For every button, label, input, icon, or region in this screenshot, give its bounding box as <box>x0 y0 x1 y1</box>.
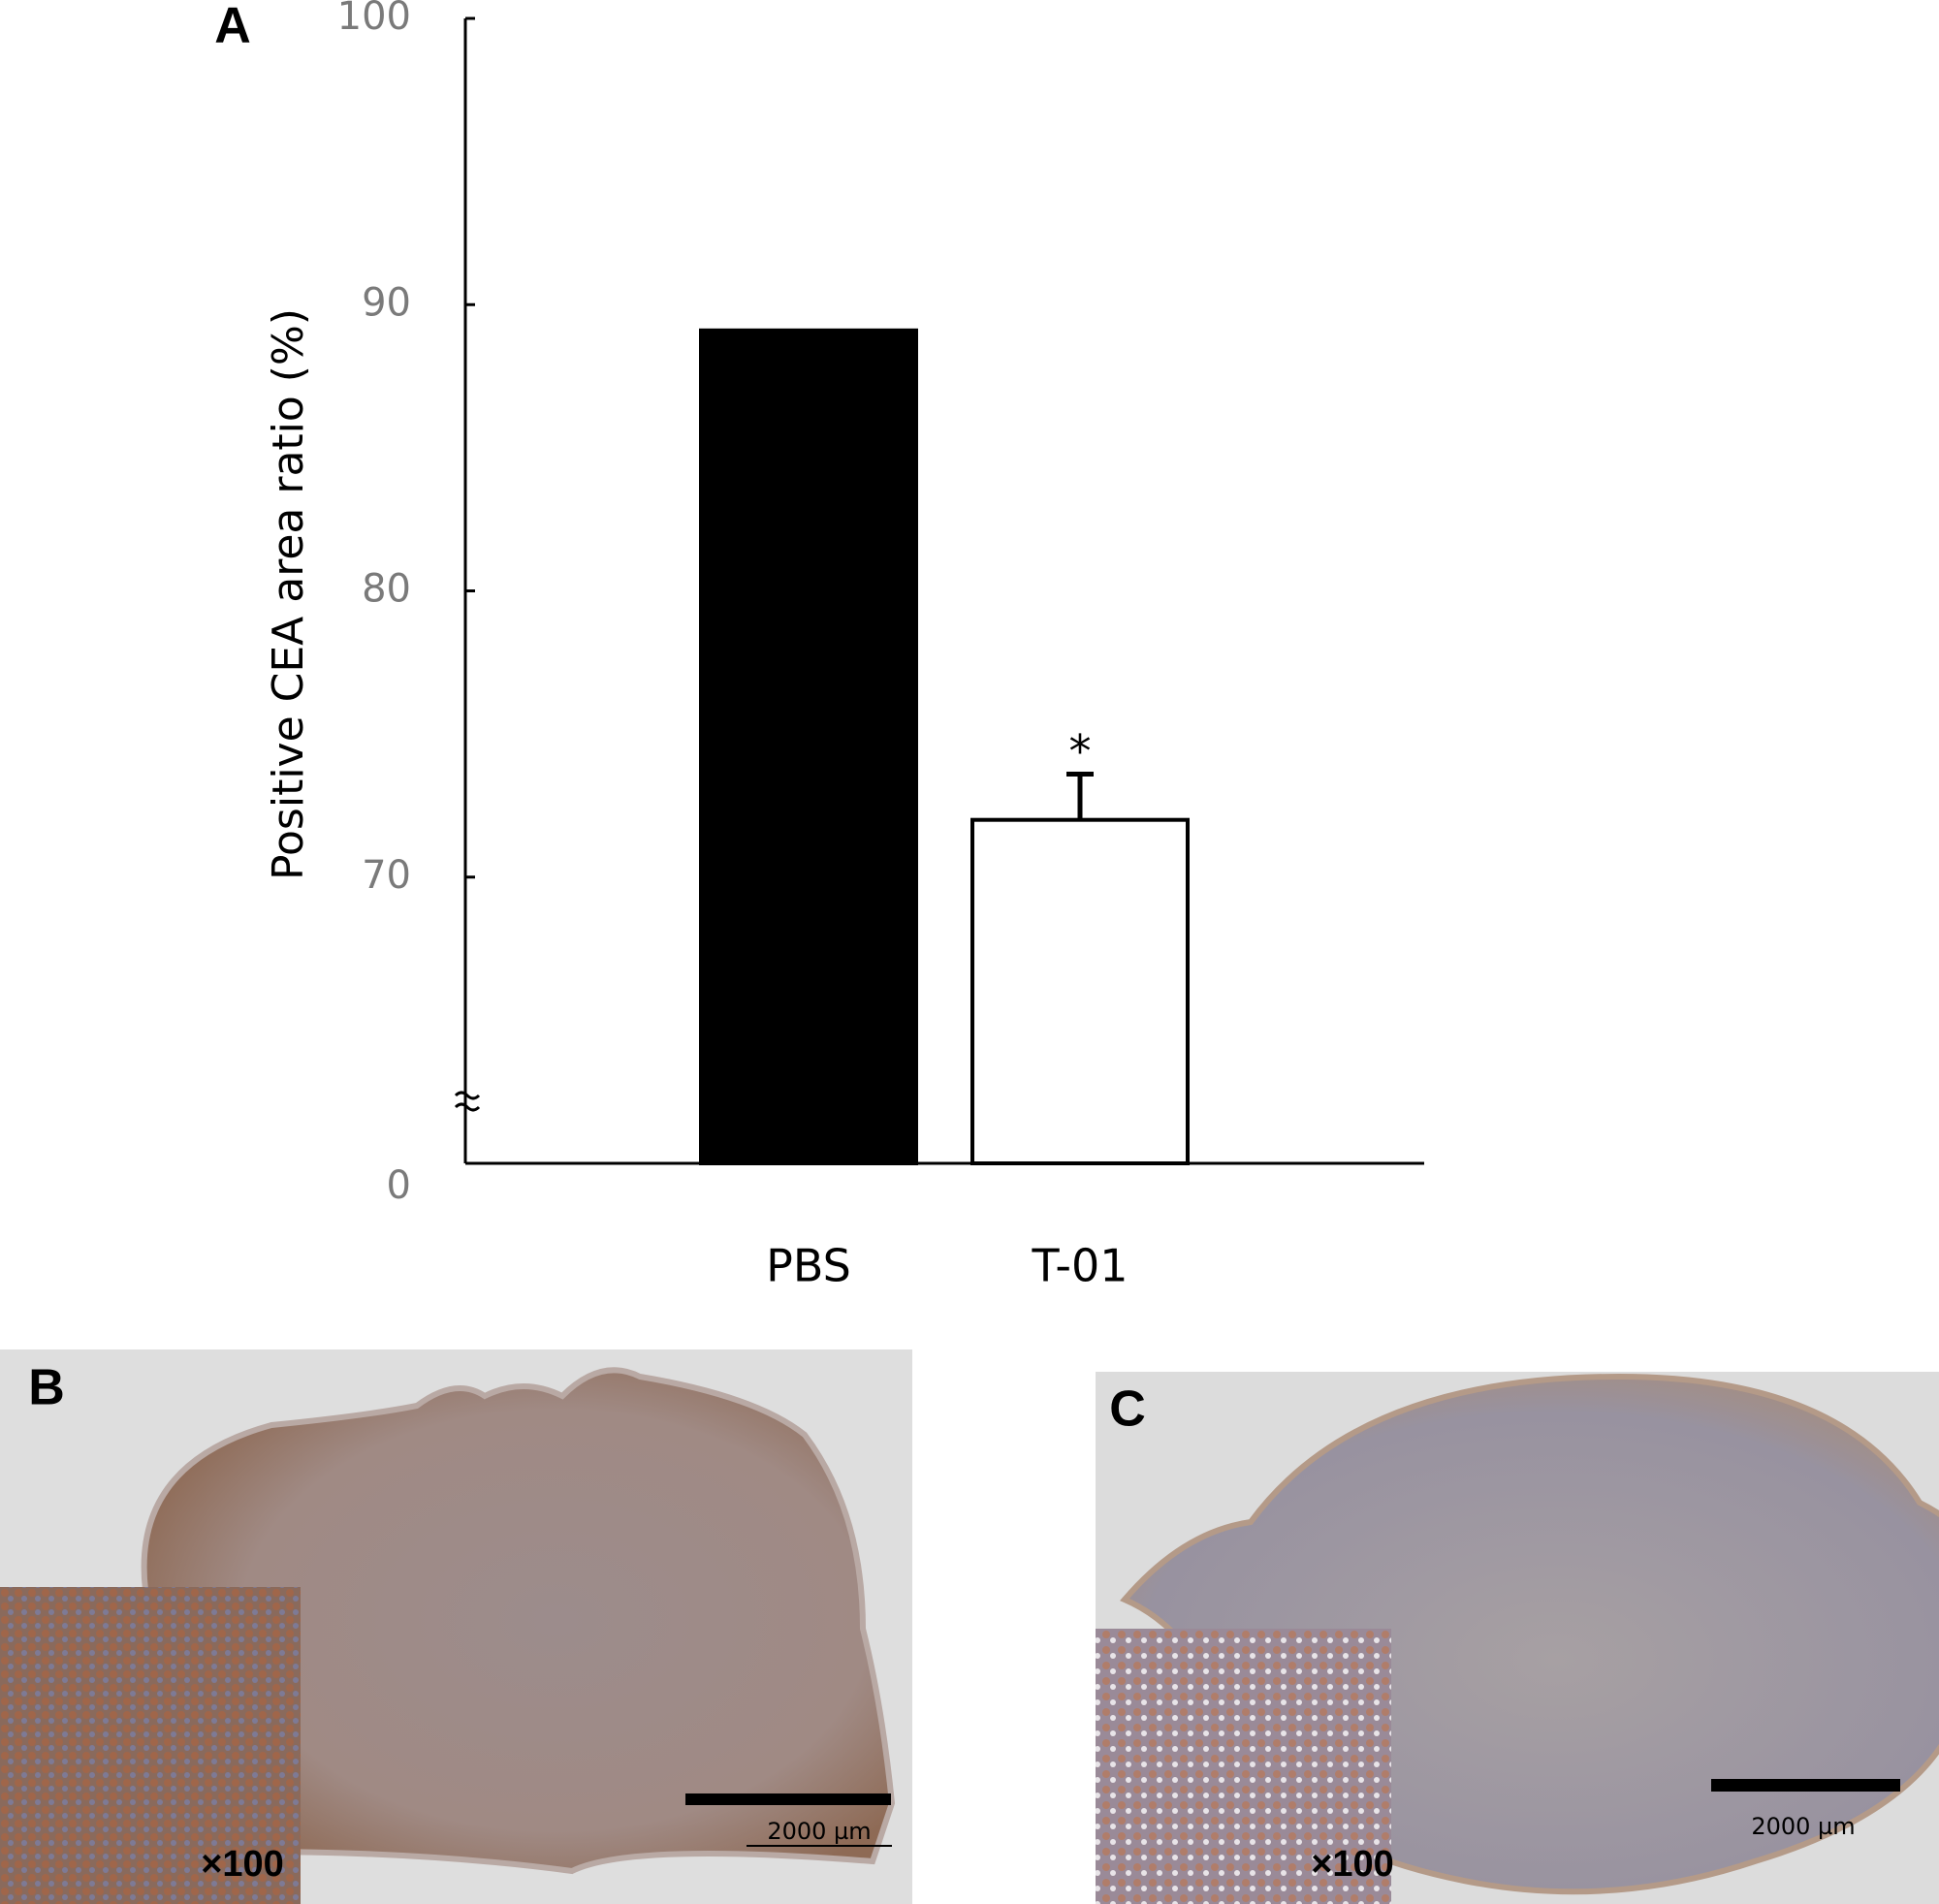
tissue-section <box>141 1367 896 1875</box>
panel-b: B ×100 2000 µm <box>0 1349 912 1904</box>
x-tick-label: T-01 <box>1031 1240 1128 1292</box>
bar <box>699 328 918 1165</box>
error-bar <box>1066 771 1094 820</box>
y-axis-label: Positive CEA area ratio (%) <box>264 308 313 880</box>
inset <box>1096 1629 1391 1904</box>
inset <box>0 1587 301 1904</box>
magnification: ×100 <box>1311 1844 1394 1885</box>
panel-label: A <box>214 0 251 54</box>
axis-break <box>454 1091 481 1112</box>
y-tick-label: 80 <box>362 567 411 612</box>
magnification: ×100 <box>201 1844 284 1885</box>
plot: 0 70 80 90 100 PBS T-01 * <box>337 0 1424 1292</box>
y-tick-label: 90 <box>362 280 411 325</box>
panel-label: B <box>28 1360 65 1416</box>
y-tick-label: 70 <box>362 853 411 898</box>
scale-bar <box>685 1793 891 1805</box>
y-tick-label: 0 <box>387 1163 411 1208</box>
scale-label: 2000 µm <box>1751 1813 1855 1840</box>
x-tick-label: PBS <box>766 1240 851 1292</box>
scale-label: 2000 µm <box>767 1818 871 1845</box>
y-tick-label: 100 <box>337 0 411 39</box>
bar <box>970 817 1190 1165</box>
panel-c: C ×100 2000 µm <box>1096 1372 1939 1904</box>
panel-label: C <box>1109 1381 1146 1438</box>
scale-bar <box>1711 1779 1900 1792</box>
significance-mark: * <box>1069 725 1092 777</box>
